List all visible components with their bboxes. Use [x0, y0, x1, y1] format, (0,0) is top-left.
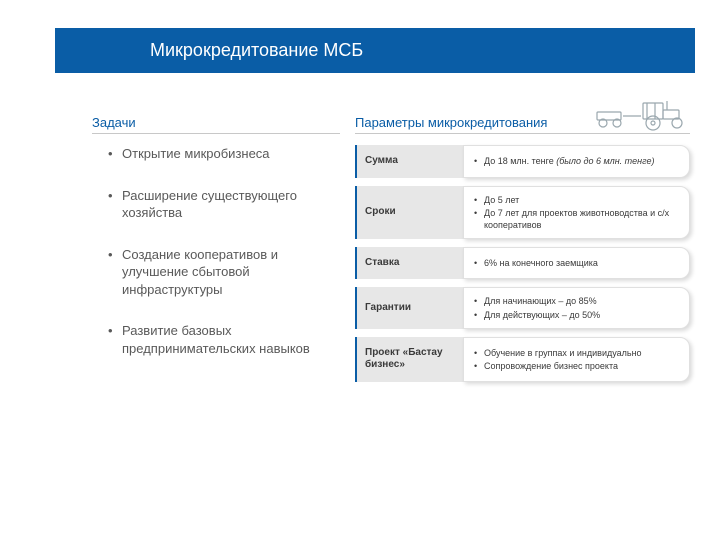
value-item: До 18 млн. тенге (было до 6 млн. тенге)	[474, 155, 679, 167]
table-row: Ставка 6% на конечного заемщика	[355, 247, 690, 280]
param-values: 6% на конечного заемщика	[463, 247, 690, 280]
param-label-terms: Сроки	[355, 186, 463, 239]
table-row: Проект «Бастау бизнес» Обучение в группа…	[355, 337, 690, 382]
params-table: Сумма До 18 млн. тенге (было до 6 млн. т…	[355, 145, 690, 390]
value-item: До 5 лет	[474, 194, 679, 206]
tasks-divider	[92, 133, 340, 134]
param-values: До 5 лет До 7 лет для проектов животново…	[463, 186, 690, 239]
params-heading: Параметры микрокредитования	[355, 115, 547, 130]
tractor-icon	[595, 98, 690, 132]
value-item: Сопровождение бизнес проекта	[474, 360, 679, 372]
title-bar: Микрокредитование МСБ	[55, 28, 695, 73]
table-row: Гарантии Для начинающих – до 85% Для дей…	[355, 287, 690, 328]
table-row: Сроки До 5 лет До 7 лет для проектов жив…	[355, 186, 690, 239]
value-item: До 7 лет для проектов животноводства и с…	[474, 207, 679, 231]
value-item: 6% на конечного заемщика	[474, 257, 679, 269]
value-item: Для действующих – до 50%	[474, 309, 679, 321]
param-label-rate: Ставка	[355, 247, 463, 280]
value-item: Обучение в группах и индивидуально	[474, 347, 679, 359]
param-label-guarantee: Гарантии	[355, 287, 463, 328]
param-values: Для начинающих – до 85% Для действующих …	[463, 287, 690, 328]
list-item: Открытие микробизнеса	[108, 145, 328, 163]
param-values: Обучение в группах и индивидуально Сопро…	[463, 337, 690, 382]
tasks-heading: Задачи	[92, 115, 136, 130]
table-row: Сумма До 18 млн. тенге (было до 6 млн. т…	[355, 145, 690, 178]
value-item: Для начинающих – до 85%	[474, 295, 679, 307]
param-label-project: Проект «Бастау бизнес»	[355, 337, 463, 382]
value-italic: (было до 6 млн. тенге)	[556, 156, 654, 166]
param-label-amount: Сумма	[355, 145, 463, 178]
list-item: Развитие базовых предпринимательских нав…	[108, 322, 328, 357]
page-title: Микрокредитование МСБ	[150, 40, 363, 61]
list-item: Создание кооперативов и улучшение сбытов…	[108, 246, 328, 299]
param-values: До 18 млн. тенге (было до 6 млн. тенге)	[463, 145, 690, 178]
params-divider	[355, 133, 690, 134]
tasks-list: Открытие микробизнеса Расширение существ…	[108, 145, 328, 381]
list-item: Расширение существующего хозяйства	[108, 187, 328, 222]
